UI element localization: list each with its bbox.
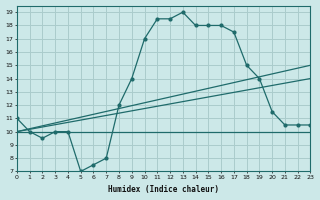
X-axis label: Humidex (Indice chaleur): Humidex (Indice chaleur) — [108, 185, 219, 194]
